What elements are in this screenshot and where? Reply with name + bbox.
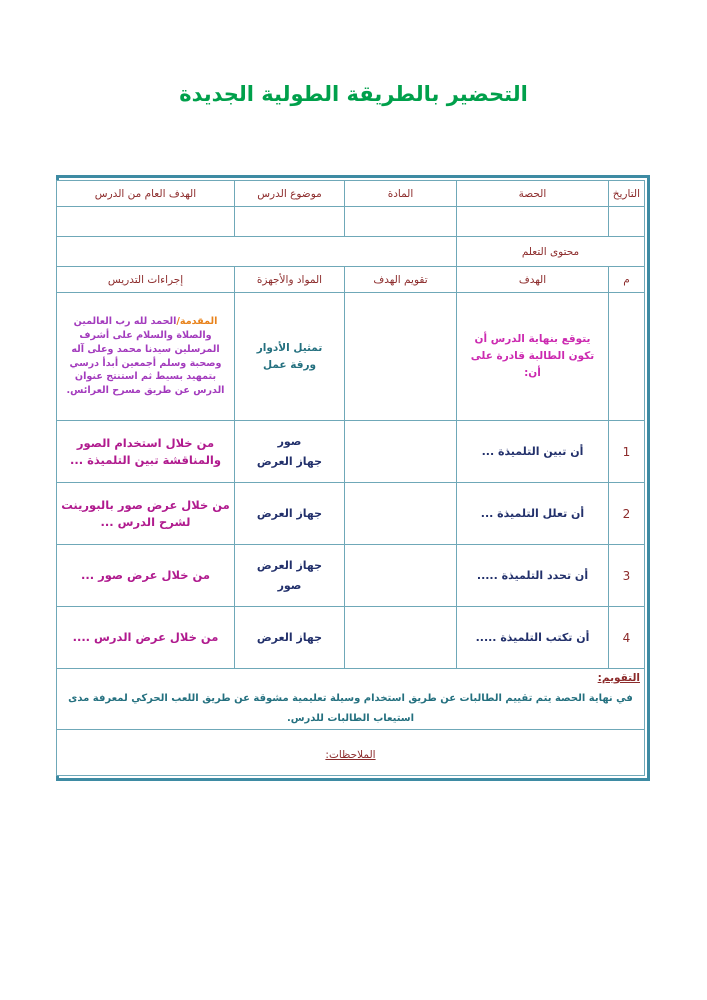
intro-procedures-body: الحمد لله رب العالمين والصلاة والسلام عل… xyxy=(66,315,225,397)
row-evaluation[interactable] xyxy=(344,544,457,607)
intro-materials-line2: ورقة عمل xyxy=(262,358,317,371)
table-row: 3 أن تحدد التلميذة ..... جهاز العرض صور … xyxy=(56,544,645,607)
table-row: 2 أن تعلل التلميذة ... جهاز العرض من خلا… xyxy=(56,482,645,545)
learning-content-row: محتوى التعلم xyxy=(56,236,645,267)
row-objective: أن تبين التلميذة ... xyxy=(456,420,609,483)
lesson-plan-table: التاريخ الحصة المادة موضوع الدرس الهدف ا… xyxy=(56,180,645,776)
row-materials: صور جهاز العرض xyxy=(234,420,345,483)
intro-objective: يتوقع بنهاية الدرس أن تكون الطالبة قادرة… xyxy=(456,292,609,421)
row-materials-line1: جهاز العرض xyxy=(256,630,323,644)
value-general-objective[interactable] xyxy=(56,206,235,237)
intro-number xyxy=(608,292,645,421)
row-number: 3 xyxy=(608,544,645,607)
table-row: 4 أن تكتب التلميذة ..... جهاز العرض من خ… xyxy=(56,606,645,669)
row-evaluation[interactable] xyxy=(344,482,457,545)
header-general-objective: الهدف العام من الدرس xyxy=(56,180,235,207)
row-number: 2 xyxy=(608,482,645,545)
row-objective: أن تكتب التلميذة ..... xyxy=(456,606,609,669)
value-lesson-topic[interactable] xyxy=(234,206,345,237)
col-header-number: م xyxy=(608,266,645,293)
col-header-objective: الهدف xyxy=(456,266,609,293)
row-materials: جهاز العرض صور xyxy=(234,544,345,607)
row-materials-line1: جهاز العرض xyxy=(256,506,323,520)
row-procedures: من خلال عرض الدرس .... xyxy=(56,606,235,669)
row-number: 1 xyxy=(608,420,645,483)
row-materials-line2: صور xyxy=(277,578,302,592)
row-evaluation[interactable] xyxy=(344,606,457,669)
column-header-row: م الهدف تقويم الهدف المواد والأجهزة إجرا… xyxy=(56,266,645,293)
assessment-row: التقويم: في نهاية الحصة يتم تقييم الطالب… xyxy=(56,668,645,730)
row-materials-line2: جهاز العرض xyxy=(256,454,323,468)
row-procedures: من خلال عرض صور بالبورينت لشرح الدرس ... xyxy=(56,482,235,545)
notes-row: الملاحظات: xyxy=(56,729,645,776)
row-number: 4 xyxy=(608,606,645,669)
header-period: الحصة xyxy=(456,180,609,207)
row-objective: أن تعلل التلميذة ... xyxy=(456,482,609,545)
intro-evaluation[interactable] xyxy=(344,292,457,421)
col-header-procedures: إجراءات التدريس xyxy=(56,266,235,293)
notes-cell[interactable]: الملاحظات: xyxy=(56,729,645,776)
row-materials-line1: صور xyxy=(277,434,302,448)
page-title: التحضير بالطريقة الطولية الجديدة xyxy=(179,82,528,106)
info-values-row xyxy=(56,206,645,237)
assessment-cell: التقويم: في نهاية الحصة يتم تقييم الطالب… xyxy=(56,668,645,730)
table-row: 1 أن تبين التلميذة ... صور جهاز العرض من… xyxy=(56,420,645,483)
header-date: التاريخ xyxy=(608,180,645,207)
row-evaluation[interactable] xyxy=(344,420,457,483)
row-objective: أن تحدد التلميذة ..... xyxy=(456,544,609,607)
assessment-title: التقويم: xyxy=(597,672,640,684)
info-header-row: التاريخ الحصة المادة موضوع الدرس الهدف ا… xyxy=(56,180,645,207)
notes-title: الملاحظات: xyxy=(325,749,376,761)
value-period[interactable] xyxy=(456,206,609,237)
col-header-evaluation: تقويم الهدف xyxy=(344,266,457,293)
lesson-plan-table-frame: التاريخ الحصة المادة موضوع الدرس الهدف ا… xyxy=(56,175,650,781)
row-procedures: من خلال عرض صور ... xyxy=(56,544,235,607)
intro-procedures-lead: المقدمة/ xyxy=(176,315,218,327)
col-header-materials: المواد والأجهزة xyxy=(234,266,345,293)
header-lesson-topic: موضوع الدرس xyxy=(234,180,345,207)
intro-procedures: المقدمة/الحمد لله رب العالمين والصلاة وا… xyxy=(56,292,235,421)
intro-materials-line1: تمثيل الأدوار xyxy=(256,341,323,354)
row-procedures: من خلال استخدام الصور والمناقشة تبين الت… xyxy=(56,420,235,483)
row-materials-line1: جهاز العرض xyxy=(256,558,323,572)
learning-content-label: محتوى التعلم xyxy=(456,236,645,267)
row-materials: جهاز العرض xyxy=(234,606,345,669)
value-date[interactable] xyxy=(608,206,645,237)
intro-row: يتوقع بنهاية الدرس أن تكون الطالبة قادرة… xyxy=(56,292,645,421)
assessment-body: في نهاية الحصة يتم تقييم الطالبات عن طري… xyxy=(68,693,633,724)
header-subject: المادة xyxy=(344,180,457,207)
row-materials: جهاز العرض xyxy=(234,482,345,545)
intro-materials: تمثيل الأدوار ورقة عمل xyxy=(234,292,345,421)
learning-content-value[interactable] xyxy=(56,236,457,267)
value-subject[interactable] xyxy=(344,206,457,237)
